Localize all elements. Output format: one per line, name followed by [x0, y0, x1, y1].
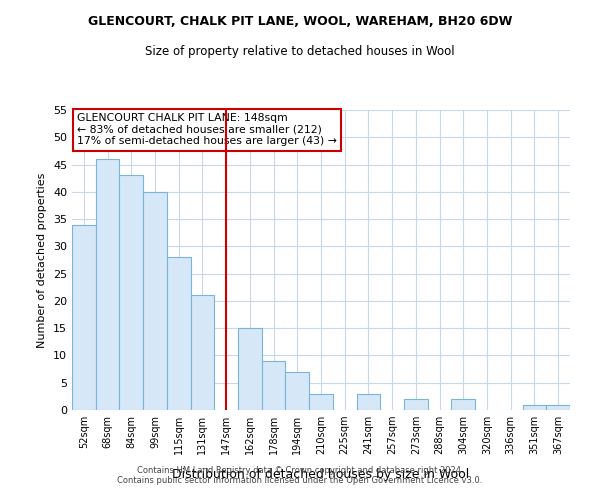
Bar — [546, 404, 570, 410]
Bar — [309, 394, 333, 410]
Text: GLENCOURT CHALK PIT LANE: 148sqm
← 83% of detached houses are smaller (212)
17% : GLENCOURT CHALK PIT LANE: 148sqm ← 83% o… — [77, 113, 337, 146]
Bar — [286, 372, 309, 410]
Text: Size of property relative to detached houses in Wool: Size of property relative to detached ho… — [145, 45, 455, 58]
Bar — [143, 192, 167, 410]
Bar — [262, 361, 286, 410]
Bar — [96, 159, 119, 410]
Bar — [119, 176, 143, 410]
Bar — [451, 399, 475, 410]
Bar — [72, 224, 96, 410]
Bar — [523, 404, 546, 410]
Bar — [191, 296, 214, 410]
X-axis label: Distribution of detached houses by size in Wool: Distribution of detached houses by size … — [172, 468, 470, 481]
Y-axis label: Number of detached properties: Number of detached properties — [37, 172, 47, 348]
Bar — [238, 328, 262, 410]
Text: GLENCOURT, CHALK PIT LANE, WOOL, WAREHAM, BH20 6DW: GLENCOURT, CHALK PIT LANE, WOOL, WAREHAM… — [88, 15, 512, 28]
Bar — [167, 258, 191, 410]
Bar — [404, 399, 428, 410]
Text: Contains HM Land Registry data © Crown copyright and database right 2024.
Contai: Contains HM Land Registry data © Crown c… — [118, 466, 482, 485]
Bar — [356, 394, 380, 410]
